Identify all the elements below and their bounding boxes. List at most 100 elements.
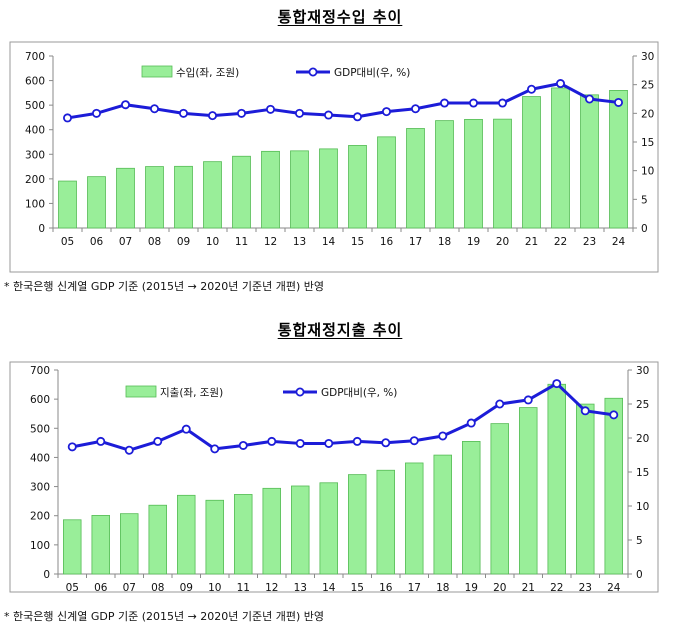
bar [462,441,481,575]
bar [435,120,454,229]
line-point [439,98,449,108]
line-point [265,104,275,114]
x-tick-label: 06 [94,582,108,594]
x-tick-label: 10 [206,236,219,248]
bar [377,136,396,229]
y-tick-label-right: 5 [641,194,648,206]
line-point [181,424,191,434]
y-tick-label-right: 20 [641,108,654,120]
legend-line-marker [295,387,305,397]
line-point [294,108,304,118]
bar [609,90,628,229]
expenditure-chart-title: 통합재정지출 추이 [277,321,403,339]
x-tick-label: 18 [438,236,451,248]
bar [580,94,599,229]
bar [551,87,570,229]
x-tick-label: 19 [467,236,480,248]
y-tick-label-left: 400 [25,125,45,137]
x-tick-label: 20 [493,582,506,594]
bar [148,504,167,575]
bar [319,148,338,229]
y-tick-label-left: 100 [25,198,45,210]
line-point [381,438,391,448]
line-point [124,445,134,455]
x-tick-label: 11 [237,582,250,594]
x-tick-label: 05 [61,236,74,248]
legend-bar-label: 지출(좌, 조원) [160,387,223,399]
x-tick-label: 22 [550,582,563,594]
y-tick-label-right: 10 [641,166,654,178]
bar [604,397,623,575]
x-tick-label: 16 [380,236,394,248]
revenue-chart-title: 통합재정수입 추이 [277,8,403,26]
x-tick-label: 13 [294,582,307,594]
bar [405,462,424,575]
x-tick-label: 08 [151,582,164,594]
line-point [96,436,106,446]
legend-line-label: GDP대비(우, %) [334,67,410,79]
y-tick-label-right: 0 [636,569,643,581]
bar [493,118,512,229]
line-point [609,410,619,420]
bar [433,454,452,575]
line-point [495,399,505,409]
x-tick-label: 17 [408,582,421,594]
y-tick-label-right: 5 [636,535,643,547]
line-point [149,104,159,114]
x-tick-label: 11 [235,236,248,248]
y-tick-label-right: 30 [641,51,654,63]
bar [205,499,224,575]
gdp-ratio-line [67,82,619,120]
x-tick-label: 15 [351,582,364,594]
bar [203,161,222,229]
line-point [295,438,305,448]
bar [348,474,367,575]
x-tick-label: 18 [436,582,449,594]
bar [116,167,135,229]
line-point [580,406,590,416]
x-tick-label: 21 [525,236,538,248]
line-point [92,108,102,118]
revenue-chart-note: * 한국은행 신계열 GDP 기준 (2015년 → 2020년 기준년 개편)… [4,280,325,293]
bar [232,155,251,229]
line-point [67,442,77,452]
x-tick-label: 15 [351,236,364,248]
gdp-ratio-line [71,382,614,452]
x-tick-label: 24 [612,236,626,248]
line-point [409,436,419,446]
x-tick-label: 07 [119,236,132,248]
bar [348,145,367,229]
line-point [153,436,163,446]
bar [290,150,309,229]
x-tick-label: 21 [522,582,535,594]
line-point [352,112,362,122]
y-tick-label-left: 300 [25,149,45,161]
bar [522,96,541,229]
legend-bar-swatch [141,65,173,78]
bar [177,494,196,575]
y-tick-label-right: 25 [641,80,654,92]
line-point [527,84,537,94]
bar [174,165,193,229]
x-tick-label: 10 [208,582,221,594]
y-tick-label-right: 15 [636,467,649,479]
y-tick-label-right: 30 [636,365,649,377]
y-tick-label-left: 700 [30,365,50,377]
x-tick-label: 13 [293,236,306,248]
y-tick-label-right: 15 [641,137,654,149]
bar [261,150,280,229]
y-tick-label-left: 600 [30,394,50,406]
legend-bar-label: 수입(좌, 조원) [176,66,239,79]
line-point [238,440,248,450]
x-tick-label: 08 [148,236,161,248]
legend-bar-swatch [125,385,157,398]
line-point [324,438,334,448]
line-point [614,97,624,107]
y-tick-label-left: 700 [25,51,45,63]
y-tick-label-left: 0 [43,569,50,581]
line-point [556,79,566,89]
line-point [523,395,533,405]
bar [91,515,110,575]
x-tick-label: 24 [607,582,621,594]
line-point [236,108,246,118]
